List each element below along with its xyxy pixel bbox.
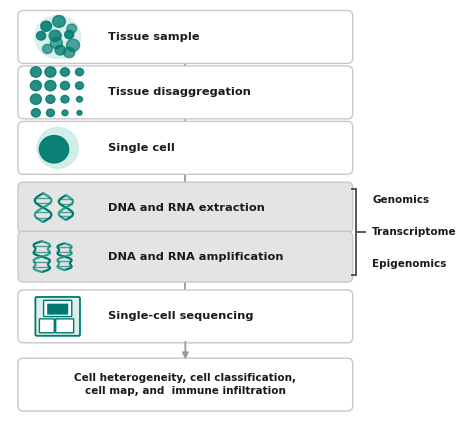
FancyBboxPatch shape [18, 11, 353, 63]
Circle shape [50, 37, 63, 48]
Circle shape [77, 110, 82, 115]
FancyBboxPatch shape [18, 231, 353, 282]
Text: Transcriptome: Transcriptome [372, 227, 457, 237]
Circle shape [53, 15, 65, 27]
Text: Genomics: Genomics [372, 195, 429, 205]
Text: Tissue sample: Tissue sample [108, 32, 200, 42]
Circle shape [66, 39, 80, 51]
Circle shape [36, 31, 46, 40]
Circle shape [64, 30, 73, 39]
Circle shape [30, 67, 41, 77]
FancyBboxPatch shape [55, 319, 73, 333]
Circle shape [30, 94, 41, 104]
Circle shape [39, 136, 69, 163]
FancyBboxPatch shape [39, 319, 54, 333]
Circle shape [76, 96, 82, 102]
Circle shape [75, 82, 83, 89]
FancyBboxPatch shape [18, 66, 353, 119]
Text: Single-cell sequencing: Single-cell sequencing [108, 312, 253, 321]
FancyBboxPatch shape [18, 358, 353, 411]
FancyBboxPatch shape [18, 122, 353, 174]
FancyBboxPatch shape [44, 300, 72, 317]
Circle shape [30, 80, 41, 91]
Text: Epigenomics: Epigenomics [372, 259, 447, 269]
FancyBboxPatch shape [36, 297, 80, 336]
FancyBboxPatch shape [18, 182, 353, 233]
Circle shape [61, 68, 70, 76]
FancyBboxPatch shape [47, 303, 68, 315]
Circle shape [46, 109, 55, 116]
Text: DNA and RNA extraction: DNA and RNA extraction [108, 202, 264, 213]
Circle shape [61, 81, 70, 90]
Circle shape [41, 21, 52, 31]
Circle shape [62, 110, 68, 116]
FancyBboxPatch shape [18, 290, 353, 343]
FancyBboxPatch shape [21, 183, 349, 279]
Circle shape [55, 45, 65, 55]
Text: Single cell: Single cell [108, 143, 175, 153]
Circle shape [67, 24, 77, 33]
Circle shape [45, 80, 56, 91]
Circle shape [61, 95, 69, 103]
Circle shape [45, 67, 56, 77]
Text: DNA and RNA amplification: DNA and RNA amplification [108, 252, 283, 262]
Circle shape [75, 68, 83, 76]
Circle shape [64, 47, 75, 58]
Circle shape [43, 44, 53, 54]
Circle shape [46, 95, 55, 104]
Circle shape [49, 30, 61, 42]
Text: Tissue disaggregation: Tissue disaggregation [108, 87, 251, 98]
Circle shape [31, 109, 40, 117]
Ellipse shape [37, 128, 78, 168]
Text: Cell heterogeneity, cell classification,
cell map, and  immune infiltration: Cell heterogeneity, cell classification,… [74, 373, 296, 396]
Circle shape [35, 15, 81, 59]
